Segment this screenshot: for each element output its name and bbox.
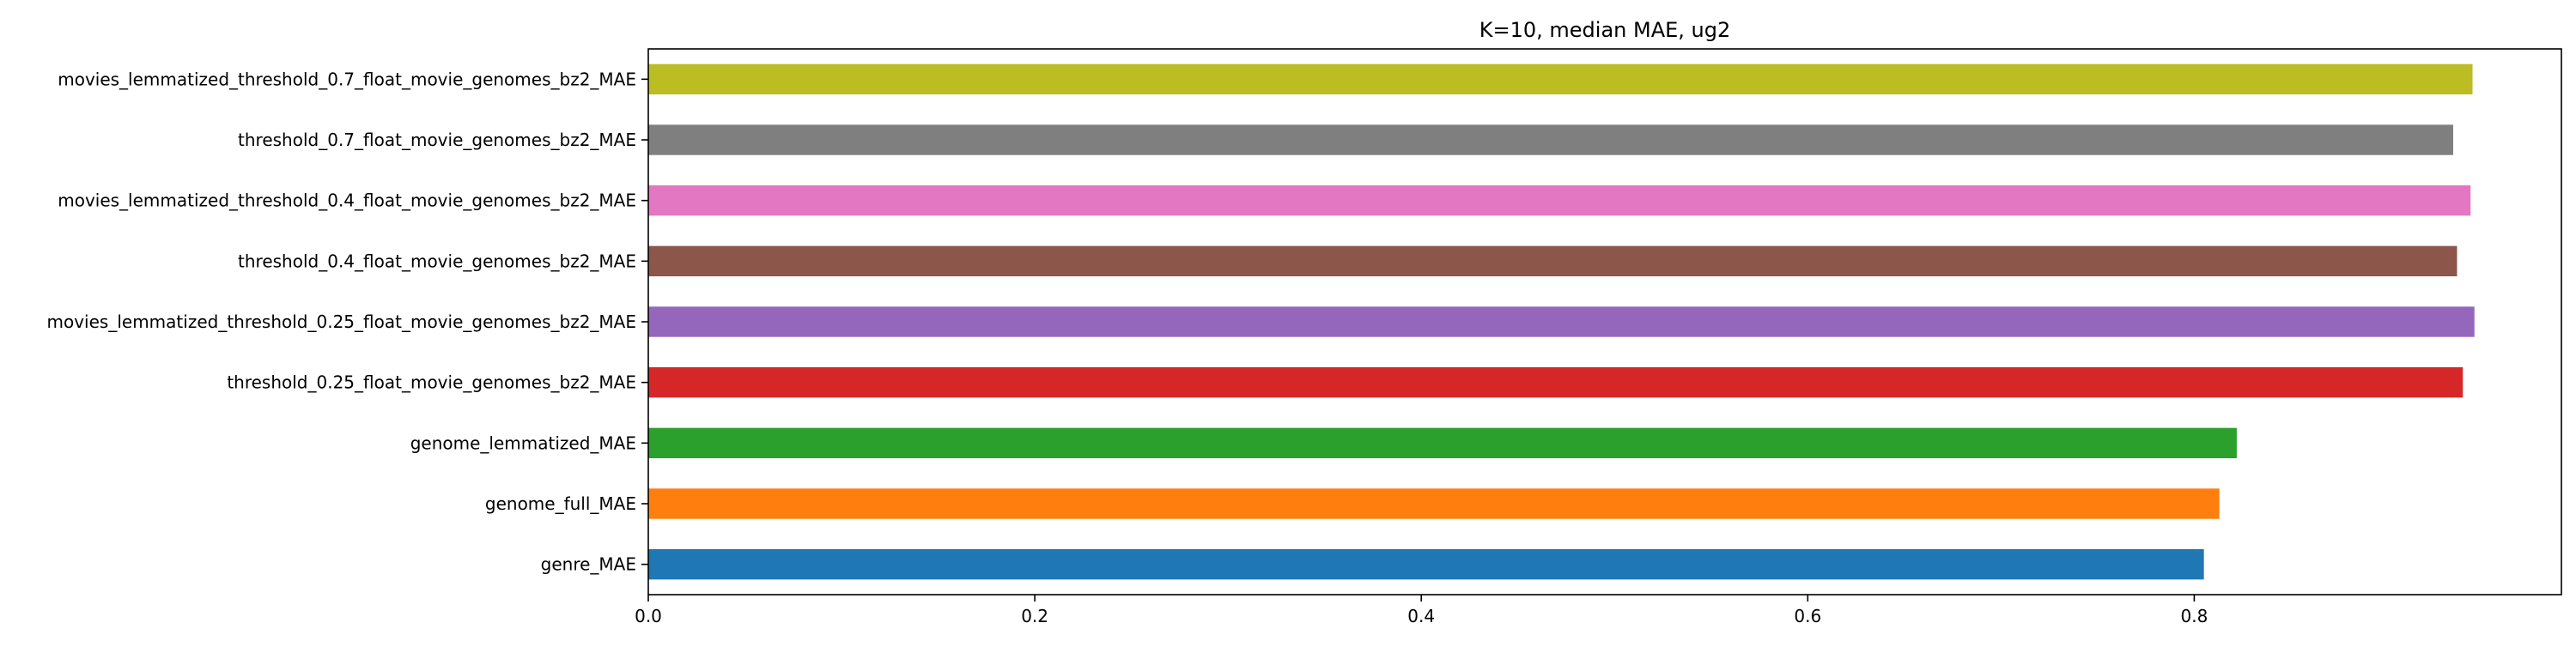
bar [648,245,2458,276]
bar [648,185,2471,216]
y-axis-ticks: genre_MAE genome_full_MAE genome_lemmatize… [47,69,648,575]
bar [648,427,2237,458]
y-tick-label: genome_full_MAE [485,493,636,514]
y-tick-label: genre_MAE [541,554,636,575]
y-tick-label: threshold_0.25_float_movie_genomes_bz2_M… [227,372,636,393]
x-axis-ticks: 0.0 0.2 0.4 0.6 0.8 [635,595,2208,626]
y-tick-label: movies_lemmatized_threshold_0.7_float_mo… [58,69,636,89]
x-tick-label: 0.8 [2180,606,2208,626]
y-tick-label: genome_lemmatized_MAE [410,432,636,453]
chart-title: K=10, median MAE, ug2 [1479,18,1731,42]
y-tick-label: movies_lemmatized_threshold_0.4_float_mo… [58,190,636,211]
x-tick-label: 0.2 [1021,606,1048,626]
bar [648,124,2453,155]
y-tick-label: threshold_0.4_float_movie_genomes_bz2_MA… [238,251,636,271]
bar [648,63,2473,94]
x-tick-label: 0.6 [1794,606,1821,626]
bar [648,549,2204,580]
bar [648,488,2220,519]
bar [648,306,2475,337]
bars-layer [648,63,2475,580]
bar [648,367,2464,398]
x-tick-label: 0.0 [635,606,662,626]
y-tick-label: threshold_0.7_float_movie_genomes_bz2_MA… [238,130,636,150]
plot-frame [647,48,2562,596]
x-tick-label: 0.4 [1407,606,1435,626]
y-tick-label: movies_lemmatized_threshold_0.25_float_m… [47,311,637,332]
